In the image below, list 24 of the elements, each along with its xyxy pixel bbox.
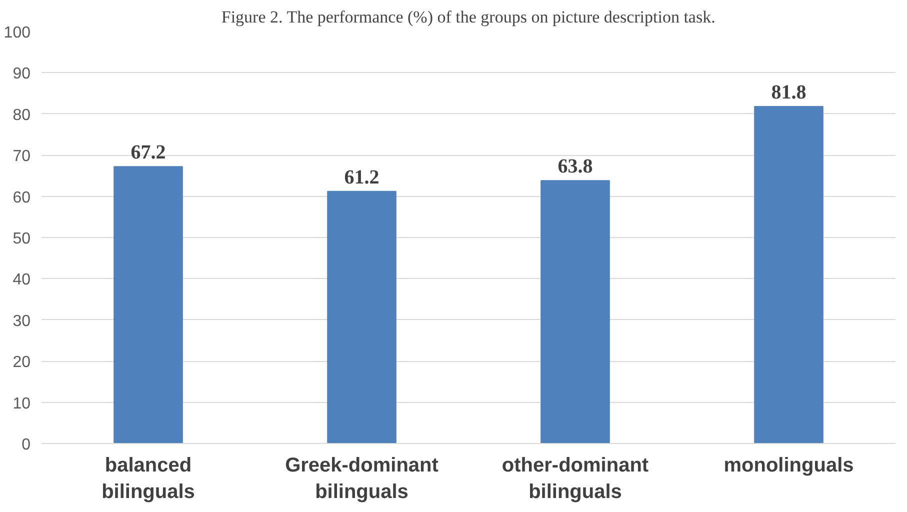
y-tick-label: 30 (12, 312, 31, 330)
bar (540, 180, 610, 444)
data-label: 61.2 (344, 166, 380, 188)
bar (754, 106, 824, 444)
y-tick-label: 60 (12, 189, 31, 206)
x-tick-label: balanced bilinguals (102, 454, 195, 503)
x-tick-label: other-dominant bilinguals (502, 454, 649, 503)
y-tick-label: 20 (12, 354, 31, 372)
y-tick-label: 100 (4, 24, 31, 42)
data-label: 63.8 (558, 156, 593, 178)
data-label: 67.2 (130, 142, 166, 164)
y-tick-label: 70 (12, 148, 31, 166)
chart-title: Figure 2. The performance (%) of the groups on picture description task. (221, 8, 716, 26)
y-tick-label: 10 (12, 395, 31, 412)
x-tick-label: Greek-dominant bilinguals (285, 454, 439, 503)
y-tick-label: 40 (12, 272, 31, 289)
bar (327, 190, 396, 444)
bar (114, 166, 183, 444)
y-tick-label: 50 (12, 230, 31, 248)
x-tick-label: monolinguals (724, 454, 854, 476)
data-label: 81.8 (771, 81, 806, 104)
y-tick-label: 90 (12, 66, 31, 83)
y-tick-label: 80 (12, 106, 31, 124)
y-tick-label: 0 (22, 436, 31, 454)
